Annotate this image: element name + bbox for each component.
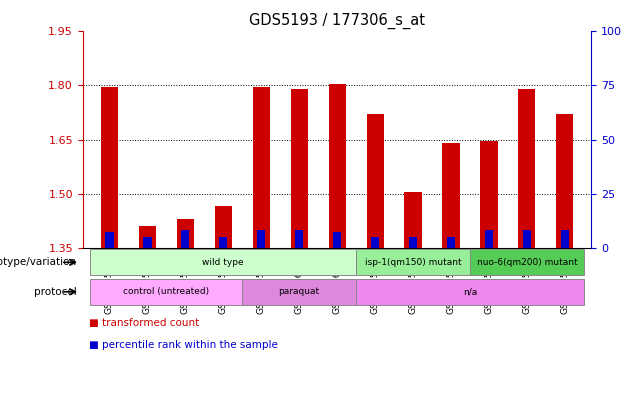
Bar: [366, 114, 384, 248]
Bar: [333, 233, 342, 248]
Bar: [177, 219, 194, 248]
Bar: [371, 237, 379, 248]
Bar: [219, 237, 228, 248]
Bar: [295, 230, 303, 248]
Bar: [446, 237, 455, 248]
Text: paraquat: paraquat: [279, 287, 320, 296]
Bar: [518, 89, 536, 248]
Bar: [329, 84, 345, 248]
Bar: [523, 230, 531, 248]
Text: nuo-6(qm200) mutant: nuo-6(qm200) mutant: [476, 258, 577, 267]
Title: GDS5193 / 177306_s_at: GDS5193 / 177306_s_at: [249, 13, 425, 29]
Bar: [139, 226, 156, 248]
Text: genotype/variation: genotype/variation: [0, 257, 76, 267]
Text: wild type: wild type: [202, 258, 244, 267]
Bar: [100, 87, 118, 248]
Text: ■ transformed count: ■ transformed count: [89, 318, 199, 328]
Bar: [143, 237, 151, 248]
Bar: [480, 141, 497, 248]
Bar: [105, 233, 114, 248]
Bar: [181, 230, 190, 248]
Text: control (untreated): control (untreated): [123, 287, 209, 296]
Bar: [257, 230, 265, 248]
Text: ■ percentile rank within the sample: ■ percentile rank within the sample: [89, 340, 278, 350]
Bar: [409, 237, 417, 248]
Text: protocol: protocol: [34, 287, 76, 297]
Bar: [560, 230, 569, 248]
Bar: [291, 89, 308, 248]
Bar: [252, 87, 270, 248]
Bar: [214, 206, 232, 248]
Text: n/a: n/a: [463, 287, 477, 296]
Bar: [404, 192, 422, 248]
Bar: [443, 143, 460, 248]
Text: isp-1(qm150) mutant: isp-1(qm150) mutant: [364, 258, 461, 267]
Bar: [556, 114, 574, 248]
Bar: [485, 230, 494, 248]
